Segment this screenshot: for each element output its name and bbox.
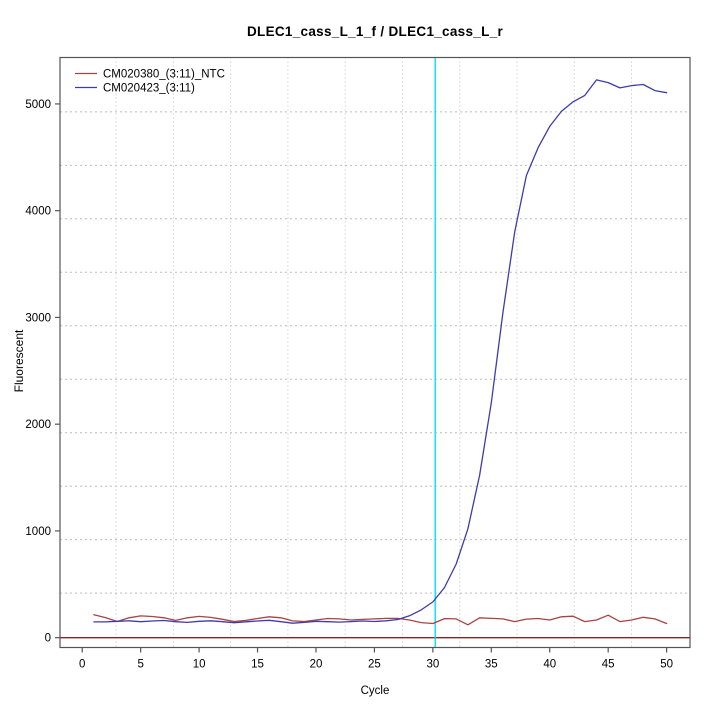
x-tick-label: 30 xyxy=(426,659,439,671)
x-tick-label: 20 xyxy=(310,659,323,671)
x-tick-label: 40 xyxy=(543,659,556,671)
y-tick-label: 4000 xyxy=(25,206,51,218)
chart-title: DLEC1_cass_L_1_f / DLEC1_cass_L_r xyxy=(246,24,504,39)
series-line-ntc xyxy=(93,614,668,626)
y-tick-label: 0 xyxy=(45,633,51,645)
x-axis-label: Cycle xyxy=(360,685,390,697)
x-tick-label: 35 xyxy=(485,659,498,671)
series-line-sample xyxy=(93,79,668,624)
x-tick-label: 5 xyxy=(137,659,143,671)
x-tick-label: 45 xyxy=(602,659,615,671)
legend-label: CM020423_(3:11) xyxy=(103,83,195,95)
x-tick-label: 25 xyxy=(368,659,381,671)
plot-border xyxy=(59,56,691,649)
x-tick-label: 15 xyxy=(251,659,264,671)
y-axis-label: Fluorescent xyxy=(12,329,26,393)
y-tick-label: 3000 xyxy=(25,312,51,324)
y-tick-label: 5000 xyxy=(25,99,51,111)
x-tick-label: 50 xyxy=(660,659,673,671)
y-tick-label: 1000 xyxy=(25,526,51,538)
legend-label: CM020380_(3:11)_NTC xyxy=(103,69,225,81)
x-tick-label: 10 xyxy=(193,659,206,671)
x-tick-label: 0 xyxy=(79,659,85,671)
y-tick-label: 2000 xyxy=(25,419,51,431)
